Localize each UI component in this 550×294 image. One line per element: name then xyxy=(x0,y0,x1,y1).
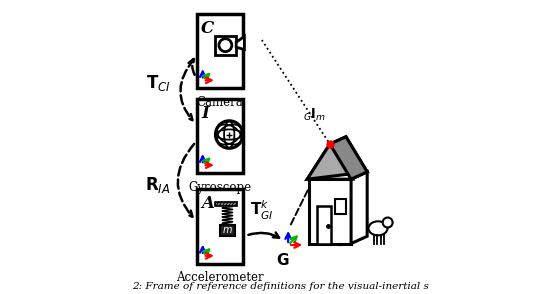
Ellipse shape xyxy=(368,221,388,235)
Text: $\mathbf{G}$: $\mathbf{G}$ xyxy=(276,252,290,268)
Text: $\mathbf{T}_{CI}$: $\mathbf{T}_{CI}$ xyxy=(146,73,170,93)
Text: A: A xyxy=(201,195,214,212)
Polygon shape xyxy=(330,137,367,179)
Bar xyxy=(215,36,236,55)
Bar xyxy=(335,199,346,214)
Bar xyxy=(197,189,243,264)
Bar xyxy=(215,202,236,206)
Text: Gyroscope: Gyroscope xyxy=(189,181,252,194)
Text: 2: Frame of reference definitions for the visual-inertial s: 2: Frame of reference definitions for th… xyxy=(131,282,428,290)
Polygon shape xyxy=(307,137,367,179)
Text: $m$: $m$ xyxy=(222,225,233,235)
Bar xyxy=(197,99,243,173)
Text: $\mathbf{T}^k_{GI}$: $\mathbf{T}^k_{GI}$ xyxy=(250,198,274,221)
Text: I: I xyxy=(201,105,209,122)
Text: $\mathbf{R}_{IA}$: $\mathbf{R}_{IA}$ xyxy=(145,175,170,195)
Polygon shape xyxy=(236,36,244,50)
Text: $_G\mathbf{l}_m$: $_G\mathbf{l}_m$ xyxy=(303,107,326,123)
Polygon shape xyxy=(307,144,353,179)
Text: $\mathbf{g}$: $\mathbf{g}$ xyxy=(346,222,358,238)
Bar xyxy=(309,179,351,243)
Polygon shape xyxy=(351,172,367,243)
Bar xyxy=(220,225,235,236)
Text: Accelerometer: Accelerometer xyxy=(177,271,264,284)
Text: Camera: Camera xyxy=(197,96,244,109)
Bar xyxy=(197,14,243,88)
Bar xyxy=(317,206,332,243)
Text: C: C xyxy=(201,20,214,37)
Circle shape xyxy=(383,218,393,228)
